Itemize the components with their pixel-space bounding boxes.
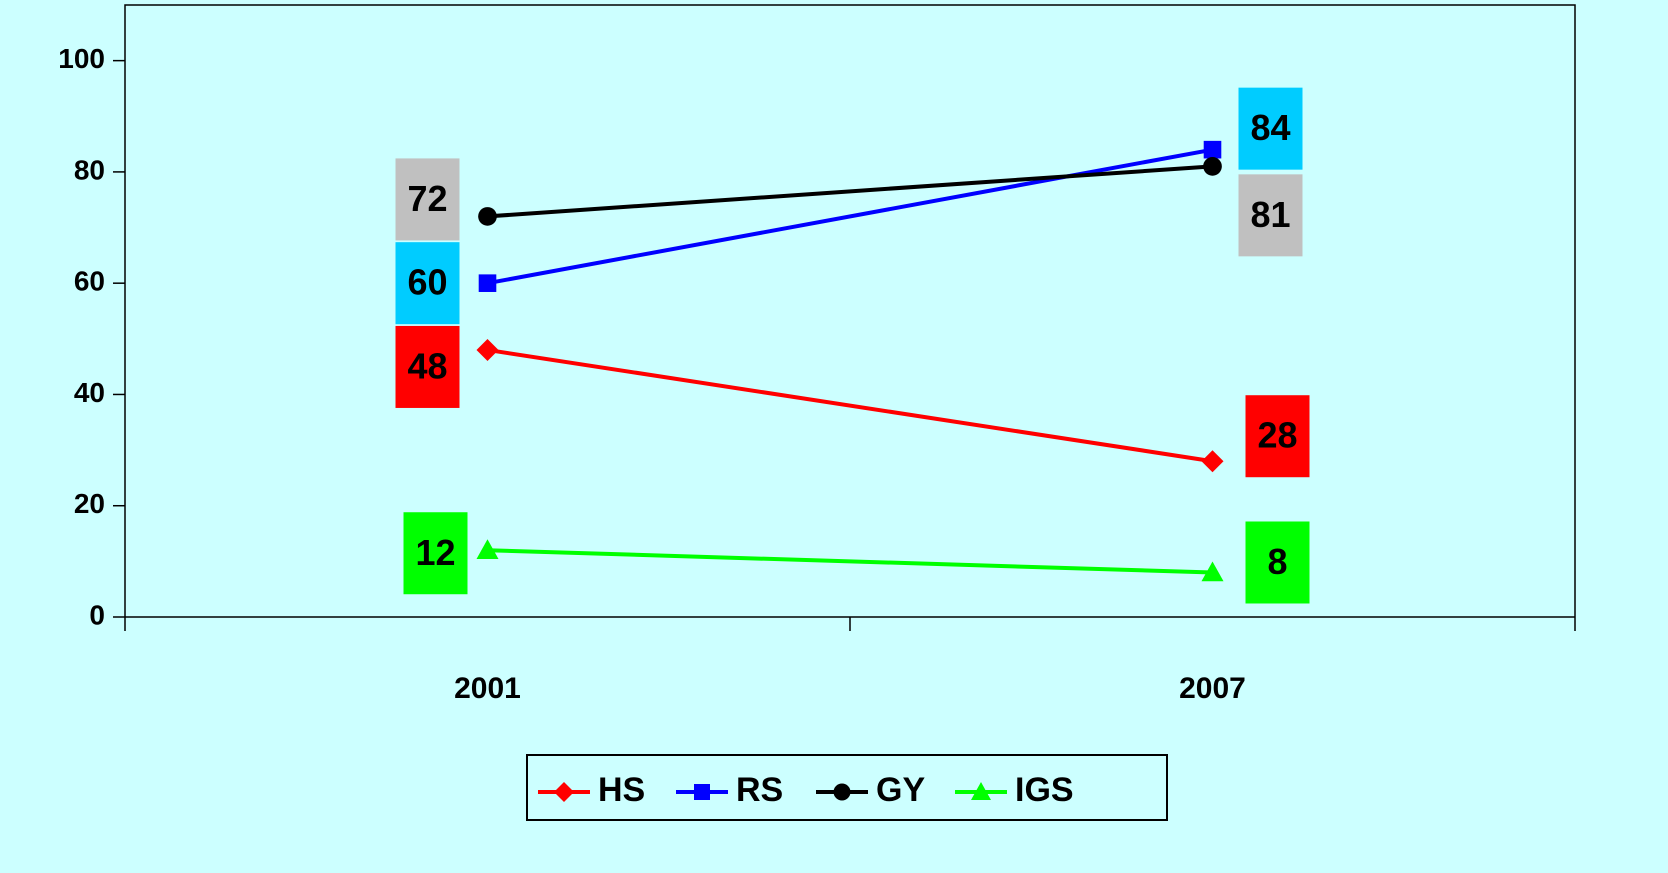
data-point (1203, 156, 1222, 176)
series-line (487, 548, 1213, 575)
data-label-box (395, 325, 460, 408)
series-line (487, 147, 1213, 286)
data-label: 60 (407, 262, 447, 303)
data-label: 84 (1250, 107, 1290, 148)
data-label: 81 (1250, 194, 1290, 235)
data-point (478, 274, 497, 292)
y-tick-label: 0 (89, 599, 105, 630)
x-tick-label: 2007 (1179, 672, 1246, 705)
legend-label: GY (876, 771, 925, 809)
y-tick-label: 80 (74, 154, 105, 185)
legend-label: RS (736, 771, 783, 809)
data-label: 8 (1267, 541, 1287, 582)
data-point (1201, 450, 1224, 473)
data-point (1203, 140, 1222, 159)
data-point (1201, 561, 1224, 582)
series-line (487, 164, 1213, 219)
data-label: 28 (1257, 415, 1297, 456)
data-label: 12 (415, 532, 455, 573)
plot-frame (124, 4, 1576, 617)
data-label-box (1238, 174, 1303, 257)
data-label-box (1238, 87, 1303, 170)
data-label-box (395, 158, 460, 241)
series-line (487, 347, 1213, 464)
y-tick-label: 100 (58, 43, 105, 74)
data-label-box (403, 512, 468, 595)
data-label: 48 (407, 345, 447, 386)
y-tick-label: 20 (74, 488, 105, 519)
legend-marker (971, 782, 991, 800)
data-point (476, 338, 499, 361)
legend-label: IGS (1015, 771, 1074, 809)
data-point (478, 207, 497, 226)
data-label-box (1245, 521, 1310, 604)
legend-label: HS (598, 771, 645, 809)
data-label: 72 (407, 178, 447, 219)
data-label-box (395, 242, 460, 325)
legend-marker (554, 782, 574, 802)
y-tick-label: 60 (74, 266, 105, 297)
data-point (476, 539, 499, 560)
y-tick-label: 40 (74, 377, 105, 408)
data-label-box (1245, 395, 1310, 478)
legend-marker (694, 784, 710, 800)
x-tick-label: 2001 (454, 672, 521, 705)
legend-marker (833, 783, 851, 801)
